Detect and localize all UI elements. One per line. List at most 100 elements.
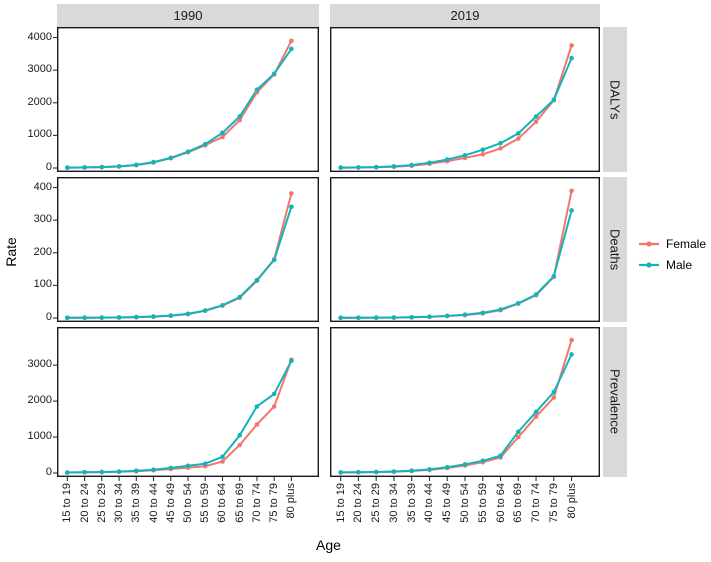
data-point bbox=[533, 114, 539, 119]
y-tick-label: 200 bbox=[33, 245, 52, 258]
facet-row-strip-dalys: DALYs bbox=[603, 27, 627, 172]
data-point bbox=[254, 404, 260, 409]
data-point bbox=[202, 461, 208, 466]
data-point bbox=[338, 470, 343, 475]
x-tick-label: 35 to 39 bbox=[130, 483, 143, 523]
data-point bbox=[427, 160, 432, 166]
data-point bbox=[551, 389, 557, 395]
data-point bbox=[462, 312, 468, 317]
panel-border bbox=[56, 26, 320, 173]
data-point bbox=[134, 468, 139, 474]
x-tick-label: 40 to 44 bbox=[147, 483, 160, 523]
x-tick-label: 50 to 54 bbox=[182, 483, 194, 523]
data-point bbox=[289, 358, 294, 364]
points-female bbox=[65, 38, 294, 170]
data-point bbox=[444, 464, 450, 470]
x-tick-label: 30 to 34 bbox=[113, 483, 126, 523]
panel-border bbox=[329, 176, 601, 323]
data-point bbox=[237, 294, 242, 300]
data-point bbox=[185, 311, 191, 317]
data-point bbox=[65, 165, 70, 170]
points-female bbox=[338, 337, 574, 475]
data-point bbox=[168, 465, 174, 471]
data-point bbox=[271, 391, 277, 397]
data-point bbox=[202, 308, 208, 313]
x-tick-label: 20 to 24 bbox=[78, 483, 91, 523]
x-tick-label: 75 to 79 bbox=[268, 483, 281, 523]
data-point bbox=[134, 162, 139, 168]
x-tick-label: 55 to 59 bbox=[199, 483, 212, 523]
facet-column-strip-2019: 2019 bbox=[330, 4, 600, 27]
x-tick-label: 45 to 49 bbox=[441, 483, 454, 523]
points-female bbox=[65, 357, 294, 475]
x-tick-label: 25 to 29 bbox=[95, 483, 108, 523]
line-female bbox=[340, 190, 573, 319]
data-point bbox=[271, 71, 277, 76]
x-axis-title: Age bbox=[316, 537, 341, 553]
data-point bbox=[185, 149, 191, 154]
y-tick-label: 3000 bbox=[27, 358, 52, 371]
x-tick-label: 80 plus bbox=[565, 483, 578, 519]
legend: Female Male bbox=[638, 237, 706, 272]
data-point bbox=[168, 155, 174, 161]
data-point bbox=[82, 315, 87, 320]
data-point bbox=[220, 303, 225, 308]
data-point bbox=[391, 315, 397, 320]
x-tick-label: 80 plus bbox=[285, 483, 298, 519]
legend-entry-male: Male bbox=[638, 258, 706, 272]
data-point bbox=[116, 164, 122, 169]
line-male bbox=[67, 48, 293, 169]
facet-column-strip-1990: 1990 bbox=[57, 4, 319, 27]
x-tick-label: 60 to 64 bbox=[494, 483, 507, 523]
x-tick-label: 50 to 54 bbox=[459, 483, 471, 523]
x-tick-label: 75 to 79 bbox=[547, 483, 560, 523]
legend-label-male: Male bbox=[666, 258, 693, 272]
data-point bbox=[409, 162, 414, 168]
data-point bbox=[202, 141, 208, 147]
panel-1990-deaths bbox=[53, 176, 320, 323]
data-point bbox=[289, 46, 294, 52]
data-point bbox=[569, 188, 574, 194]
data-point bbox=[237, 442, 242, 448]
data-point bbox=[237, 114, 242, 119]
x-tick-label: 70 to 74 bbox=[250, 483, 263, 523]
data-point bbox=[65, 315, 70, 321]
data-point bbox=[409, 468, 414, 473]
points-male bbox=[65, 204, 294, 321]
panel-2019-prevalence bbox=[329, 326, 601, 481]
data-point bbox=[498, 140, 503, 146]
male-line-marker-icon bbox=[639, 262, 659, 268]
x-tick-label: 60 to 64 bbox=[216, 483, 229, 523]
x-tick-label: 35 to 39 bbox=[405, 483, 418, 523]
facet-row-label: DALYs bbox=[607, 79, 623, 120]
panel-border bbox=[56, 176, 320, 323]
y-tick-label: 1000 bbox=[27, 430, 52, 443]
data-point bbox=[569, 352, 574, 357]
data-point bbox=[134, 314, 139, 320]
data-point bbox=[498, 453, 503, 458]
data-point bbox=[65, 470, 70, 475]
x-tick-label: 15 to 19 bbox=[61, 483, 74, 523]
y-tick-label: 100 bbox=[33, 278, 52, 291]
data-point bbox=[237, 117, 242, 123]
data-point bbox=[551, 273, 557, 279]
panel-2019-deaths bbox=[329, 176, 601, 323]
data-point bbox=[289, 38, 294, 44]
data-point bbox=[569, 55, 574, 61]
panel-1990-dalys bbox=[53, 26, 320, 173]
x-tick-label: 20 to 24 bbox=[352, 483, 365, 523]
female-line-marker-icon bbox=[639, 241, 659, 247]
data-point bbox=[498, 307, 503, 312]
data-point bbox=[462, 462, 468, 467]
points-male bbox=[338, 352, 574, 475]
data-point bbox=[533, 292, 539, 297]
y-tick-label: 0 bbox=[45, 466, 52, 478]
data-point bbox=[409, 314, 414, 320]
y-tick-label: 3000 bbox=[27, 63, 52, 76]
data-point bbox=[569, 208, 574, 213]
line-female bbox=[67, 359, 293, 474]
data-point bbox=[254, 87, 260, 92]
data-point bbox=[444, 313, 450, 319]
panel-2019-dalys bbox=[329, 26, 601, 173]
